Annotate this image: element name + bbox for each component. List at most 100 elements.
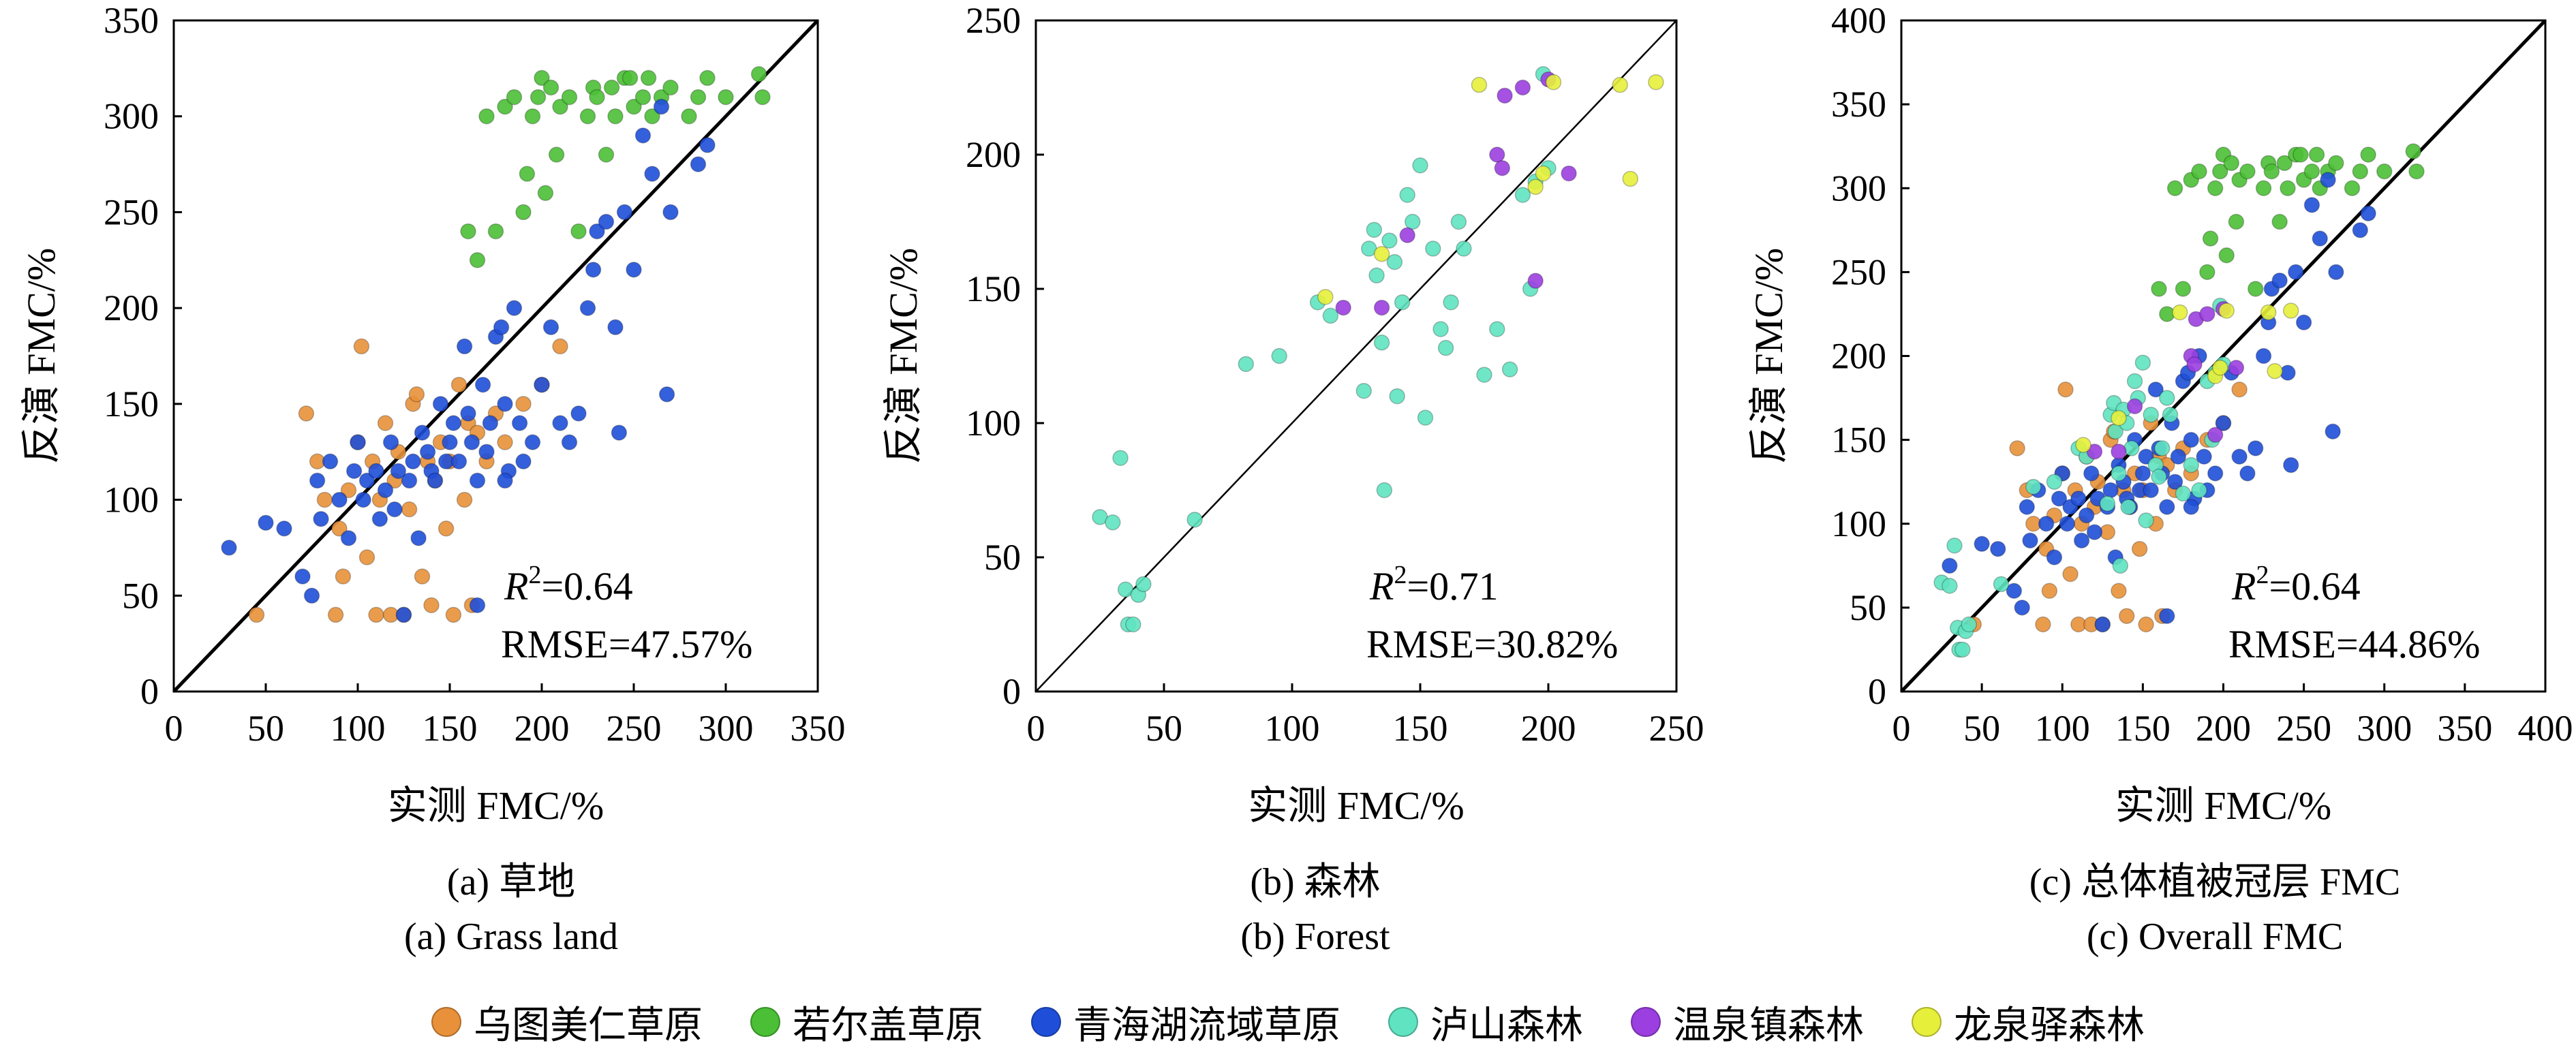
data-point — [414, 568, 431, 585]
chart-panel-b: 0 50 100 150 200 250 0 50 100 150 200 250 实测 FMC/% 反演… — [881, 0, 1704, 828]
data-point — [2111, 465, 2127, 482]
data-point — [2138, 448, 2154, 465]
data-point — [1432, 321, 1449, 337]
data-point — [2111, 409, 2127, 426]
legend-label: 温泉镇森林 — [1673, 1004, 1864, 1047]
x-tick-label: 200 — [1521, 708, 1576, 749]
data-point — [1622, 170, 1639, 187]
data-point — [506, 300, 523, 316]
data-point — [460, 223, 476, 240]
series-泸山森林 — [1092, 66, 1557, 633]
data-point — [2228, 213, 2245, 230]
plot-frame — [1034, 19, 1678, 693]
data-point — [331, 491, 348, 508]
data-point — [1373, 299, 1390, 316]
chart-panel-a: 0 50 100 150 200 250 300 350 0 50 100 150 200 250 300 3… — [19, 0, 846, 828]
data-point — [2239, 163, 2256, 180]
data-point — [506, 89, 523, 106]
data-point — [331, 521, 348, 537]
data-point — [1117, 581, 1134, 598]
data-point — [681, 108, 697, 125]
caption-b-cn: (b) 森林 — [1250, 861, 1381, 903]
data-point — [368, 463, 384, 480]
data-point — [497, 472, 513, 489]
series-若尔盖草原 — [460, 66, 771, 268]
data-point — [552, 98, 568, 115]
y-tick-label: 0 — [1868, 671, 1886, 712]
data-point — [548, 146, 565, 163]
data-point — [2112, 557, 2129, 574]
data-point — [2328, 155, 2344, 172]
data-point — [754, 89, 771, 106]
x-tick-label: 250 — [1649, 708, 1704, 749]
legend-item: 乌图美仁草原 — [431, 995, 703, 1050]
data-point — [2376, 163, 2393, 180]
one-to-one-line — [1900, 19, 2547, 693]
data-point — [2119, 608, 2135, 624]
data-point — [2126, 398, 2143, 415]
data-point — [316, 491, 333, 508]
caption-c-en: (c) Overall FMC — [2086, 916, 2344, 958]
data-point — [2207, 180, 2224, 196]
data-point — [2151, 469, 2167, 485]
data-point — [423, 597, 440, 614]
data-point — [2062, 565, 2079, 583]
data-point — [2051, 491, 2068, 507]
data-point — [2207, 426, 2224, 443]
data-point — [589, 223, 605, 240]
data-point — [1501, 361, 1518, 377]
data-point — [2231, 448, 2248, 465]
data-point — [690, 89, 707, 106]
x-axis-label: 实测 FMC/% — [1248, 783, 1464, 828]
data-point — [585, 262, 602, 278]
data-point — [401, 472, 418, 489]
data-point — [2312, 230, 2328, 247]
x-tick-label: 150 — [1393, 708, 1448, 749]
data-point — [1497, 87, 1513, 104]
data-point — [2153, 440, 2171, 456]
data-point — [552, 338, 568, 355]
data-point — [497, 396, 513, 412]
x-tick-label: 250 — [607, 708, 662, 749]
data-point — [1993, 576, 2010, 593]
data-point — [534, 376, 550, 393]
caption-b: (b) 森林 (b) Forest — [1009, 855, 1622, 964]
data-point — [2199, 306, 2215, 322]
data-point — [2223, 155, 2240, 172]
data-point — [2191, 163, 2207, 180]
data-point — [2263, 163, 2280, 180]
data-point — [2070, 491, 2087, 507]
x-tick-label: 200 — [515, 708, 570, 749]
data-point — [2057, 382, 2074, 398]
data-point — [2120, 499, 2136, 515]
series-青海湖流域草原 — [1942, 172, 2376, 633]
x-tick-label: 0 — [165, 708, 183, 749]
data-point — [653, 98, 670, 115]
x-tick-label: 50 — [1963, 708, 2000, 749]
data-point — [1514, 79, 1531, 96]
data-point — [1404, 213, 1421, 230]
data-point — [419, 444, 436, 460]
y-tick-label: 200 — [966, 134, 1021, 175]
data-point — [2360, 146, 2376, 163]
legend-label: 泸山森林 — [1430, 1004, 1583, 1047]
data-point — [2147, 382, 2164, 398]
data-point — [350, 434, 366, 450]
data-point — [2288, 264, 2304, 281]
data-point — [2035, 616, 2051, 633]
data-point — [2215, 415, 2232, 431]
data-point — [515, 453, 532, 470]
data-point — [401, 501, 418, 518]
data-point — [2255, 180, 2272, 196]
rmse-annotation: RMSE=44.86% — [2228, 622, 2480, 666]
x-tick-label: 250 — [2276, 708, 2331, 749]
data-point — [2094, 616, 2111, 633]
data-point — [2059, 516, 2076, 532]
data-point — [2166, 180, 2183, 196]
data-point — [1105, 514, 1121, 531]
data-point — [2134, 354, 2151, 371]
data-point — [2073, 532, 2090, 549]
data-point — [589, 89, 605, 106]
data-point — [634, 127, 651, 144]
